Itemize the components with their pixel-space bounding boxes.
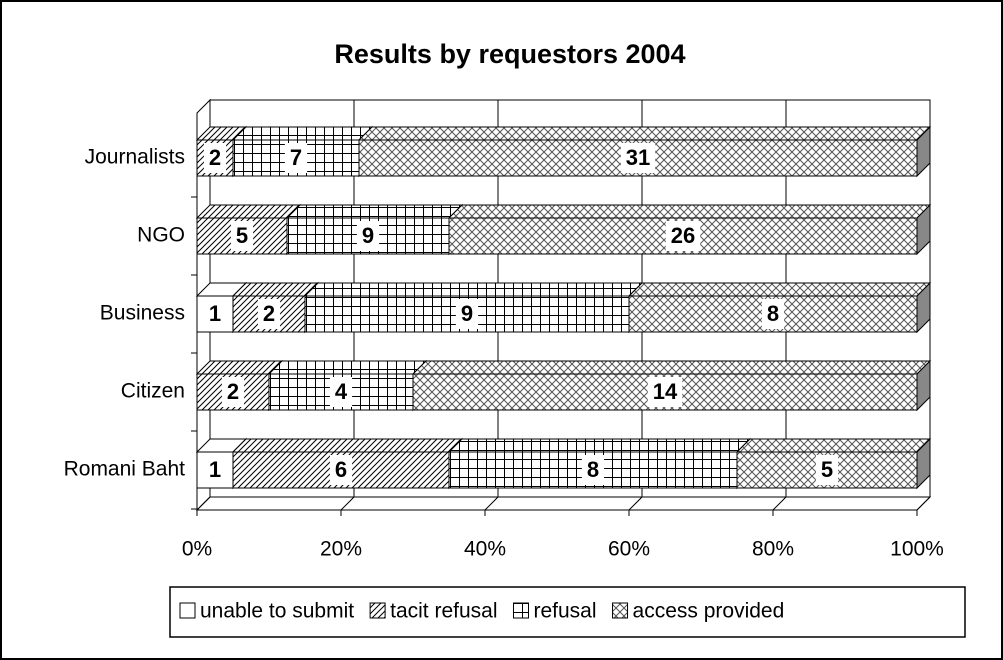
x-tick-label: 100%	[890, 538, 944, 561]
legend-label: access provided	[633, 600, 785, 623]
bar-face	[303, 282, 644, 297]
legend-swatch	[513, 602, 529, 619]
legend-swatch	[369, 602, 386, 619]
legend-swatch	[179, 602, 196, 619]
data-label: 31	[626, 145, 650, 170]
data-label: 1	[209, 457, 221, 482]
data-label-bg	[203, 455, 227, 485]
legend-label: refusal	[534, 600, 597, 623]
x-tick-label: 80%	[752, 538, 794, 561]
floor	[195, 496, 932, 511]
bar-face	[285, 204, 464, 219]
bar-face	[357, 126, 932, 141]
bar-face	[231, 126, 374, 141]
bar-face	[735, 438, 932, 453]
legend-label: unable to submit	[200, 600, 354, 623]
data-label-bg	[203, 143, 227, 173]
data-label: 2	[227, 379, 239, 404]
legend-label: tacit refusal	[390, 600, 497, 623]
data-label-bg	[665, 221, 701, 251]
data-label: 14	[653, 379, 678, 404]
data-label-bg	[815, 455, 839, 485]
data-label-bg	[329, 377, 353, 407]
bar-face	[447, 204, 932, 219]
bar-face	[231, 438, 464, 453]
data-label-bg	[620, 143, 656, 173]
data-label: 7	[290, 145, 302, 170]
data-label-bg	[257, 299, 281, 329]
data-label: 6	[335, 457, 347, 482]
data-label: 26	[671, 223, 695, 248]
data-label: 4	[335, 379, 348, 404]
data-label-bg	[221, 377, 245, 407]
x-tick-label: 20%	[320, 538, 362, 561]
bar-face	[195, 204, 302, 219]
data-label-bg	[203, 299, 227, 329]
y-tick-label: Business	[100, 302, 185, 325]
legend-swatch	[612, 602, 629, 619]
bar-face	[267, 360, 428, 375]
data-label-bg	[329, 455, 353, 485]
legend-box	[169, 586, 966, 638]
bar-face	[627, 282, 932, 297]
bar-face	[195, 360, 284, 375]
data-label-bg	[761, 299, 785, 329]
x-tick-label: 60%	[608, 538, 650, 561]
data-label: 2	[209, 145, 221, 170]
data-label: 5	[821, 457, 833, 482]
bar-face	[447, 438, 752, 453]
data-label-bg	[284, 143, 308, 173]
data-label: 1	[209, 301, 221, 326]
x-tick-label: 40%	[464, 538, 506, 561]
y-tick-label: NGO	[137, 224, 185, 247]
chart-title: Results by requestors 2004	[334, 39, 685, 69]
data-label-bg	[647, 377, 683, 407]
y-tick-label: Romani Baht	[64, 458, 186, 481]
data-label-bg	[455, 299, 479, 329]
data-label: 8	[587, 457, 599, 482]
data-label-bg	[356, 221, 380, 251]
data-label: 2	[263, 301, 275, 326]
data-label: 9	[362, 223, 374, 248]
bar-face	[231, 282, 320, 297]
bar-segment	[357, 125, 932, 178]
data-label: 9	[461, 301, 473, 326]
y-tick-label: Journalists	[85, 146, 185, 169]
data-label-bg	[581, 455, 605, 485]
data-label: 8	[767, 301, 779, 326]
y-tick-label: Citizen	[121, 380, 185, 403]
data-label: 5	[236, 223, 248, 248]
data-label-bg	[230, 221, 254, 251]
x-tick-label: 0%	[182, 538, 212, 561]
bar-face	[411, 360, 932, 375]
